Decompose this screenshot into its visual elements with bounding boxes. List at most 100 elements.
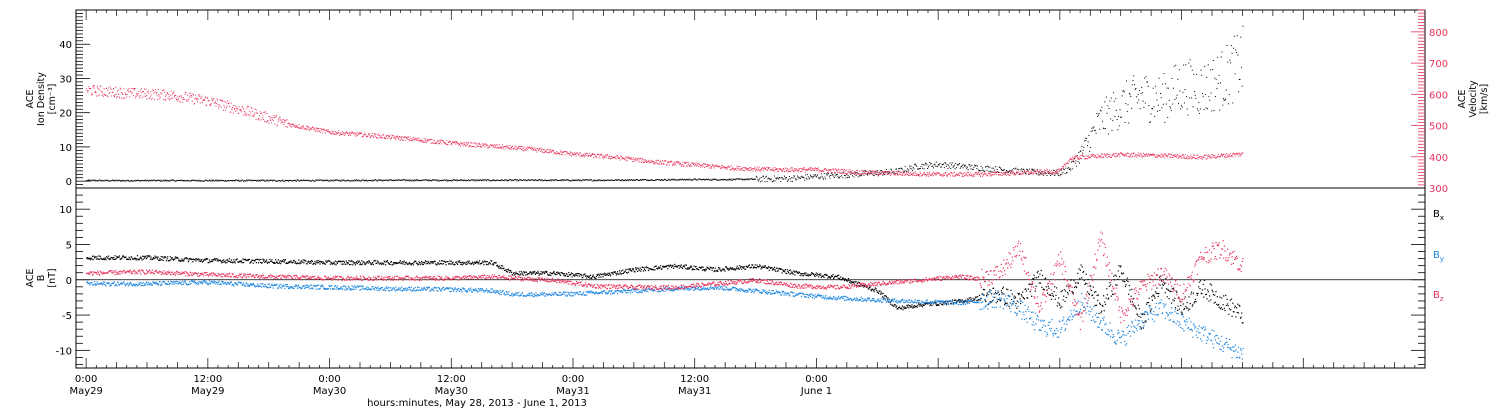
velocity-point <box>307 129 308 130</box>
density-point <box>774 176 775 177</box>
velocity-point <box>1099 157 1100 158</box>
density-point <box>1188 115 1189 116</box>
Bx-point <box>458 262 459 263</box>
velocity-point <box>885 174 886 175</box>
velocity-point <box>587 153 588 154</box>
density-point <box>982 168 983 169</box>
velocity-point <box>378 134 379 135</box>
velocity-point <box>197 101 198 102</box>
velocity-point <box>783 168 784 169</box>
Bx-point <box>702 270 703 271</box>
Bx-point <box>212 261 213 262</box>
velocity-point <box>293 125 294 126</box>
velocity-point <box>420 140 421 141</box>
velocity-point <box>1145 155 1146 156</box>
velocity-point <box>146 95 147 96</box>
velocity-point <box>254 113 255 114</box>
velocity-point <box>1154 155 1155 156</box>
density-point <box>550 179 551 180</box>
velocity-point <box>972 175 973 176</box>
velocity-point <box>658 160 659 161</box>
velocity-point <box>913 172 914 173</box>
velocity-point <box>1024 170 1025 171</box>
velocity-point <box>112 92 113 93</box>
velocity-point <box>1010 175 1011 176</box>
Bx-point <box>525 275 526 276</box>
velocity-point <box>377 138 378 139</box>
velocity-point <box>1027 171 1028 172</box>
Bx-point <box>575 273 576 274</box>
velocity-point <box>436 142 437 143</box>
density-point <box>1206 77 1207 78</box>
velocity-point <box>484 147 485 148</box>
density-point <box>1116 110 1117 111</box>
Bx-point <box>284 262 285 263</box>
velocity-point <box>637 159 638 160</box>
density-point <box>1012 169 1013 170</box>
velocity-point <box>702 164 703 165</box>
Bx-point <box>523 275 524 276</box>
velocity-point <box>268 123 269 124</box>
Bx-point <box>427 263 428 264</box>
velocity-point <box>458 143 459 144</box>
Bx-point <box>381 264 382 265</box>
Bx-point <box>159 258 160 259</box>
velocity-point <box>657 163 658 164</box>
Bx-point <box>96 256 97 257</box>
Bx-point <box>618 274 619 275</box>
velocity-point <box>592 153 593 154</box>
velocity-point <box>1213 157 1214 158</box>
density-point <box>764 181 765 182</box>
Bx-point <box>387 260 388 261</box>
density-point <box>1214 110 1215 111</box>
velocity-point <box>265 111 266 112</box>
velocity-point <box>603 158 604 159</box>
velocity-point <box>951 172 952 173</box>
density-point <box>912 170 913 171</box>
Bx-point <box>98 255 99 256</box>
velocity-point <box>1076 156 1077 157</box>
Bx-point <box>645 270 646 271</box>
density-point <box>1219 75 1220 76</box>
Bx-point <box>546 271 547 272</box>
Bx-point <box>271 261 272 262</box>
velocity-point <box>755 167 756 168</box>
velocity-point <box>199 96 200 97</box>
Bx-point <box>295 261 296 262</box>
velocity-point <box>799 169 800 170</box>
density-point <box>959 163 960 164</box>
velocity-point <box>541 148 542 149</box>
Bx-point <box>691 267 692 268</box>
Bx-point <box>300 262 301 263</box>
density-point <box>1165 83 1166 84</box>
velocity-point <box>895 174 896 175</box>
velocity-point <box>377 135 378 136</box>
velocity-point <box>546 152 547 153</box>
velocity-point <box>879 174 880 175</box>
density-point <box>1198 110 1199 111</box>
velocity-point <box>777 168 778 169</box>
velocity-point <box>434 140 435 141</box>
density-point <box>1093 127 1094 128</box>
velocity-point <box>219 106 220 107</box>
velocity-point <box>638 160 639 161</box>
Bx-point <box>136 259 137 260</box>
velocity-point <box>454 142 455 143</box>
velocity-point <box>100 86 101 87</box>
Bx-point <box>490 263 491 264</box>
density-point <box>1129 93 1130 94</box>
Bx-point <box>622 270 623 271</box>
density-point <box>801 176 802 177</box>
density-point <box>809 177 810 178</box>
velocity-point <box>841 173 842 174</box>
density-point <box>813 176 814 177</box>
density-point <box>517 179 518 180</box>
density-point <box>1032 169 1033 170</box>
velocity-point <box>260 111 261 112</box>
velocity-point <box>320 132 321 133</box>
velocity-point <box>554 153 555 154</box>
density-point <box>1083 147 1084 148</box>
velocity-point <box>572 152 573 153</box>
density-point <box>929 162 930 163</box>
density-point <box>1095 130 1096 131</box>
